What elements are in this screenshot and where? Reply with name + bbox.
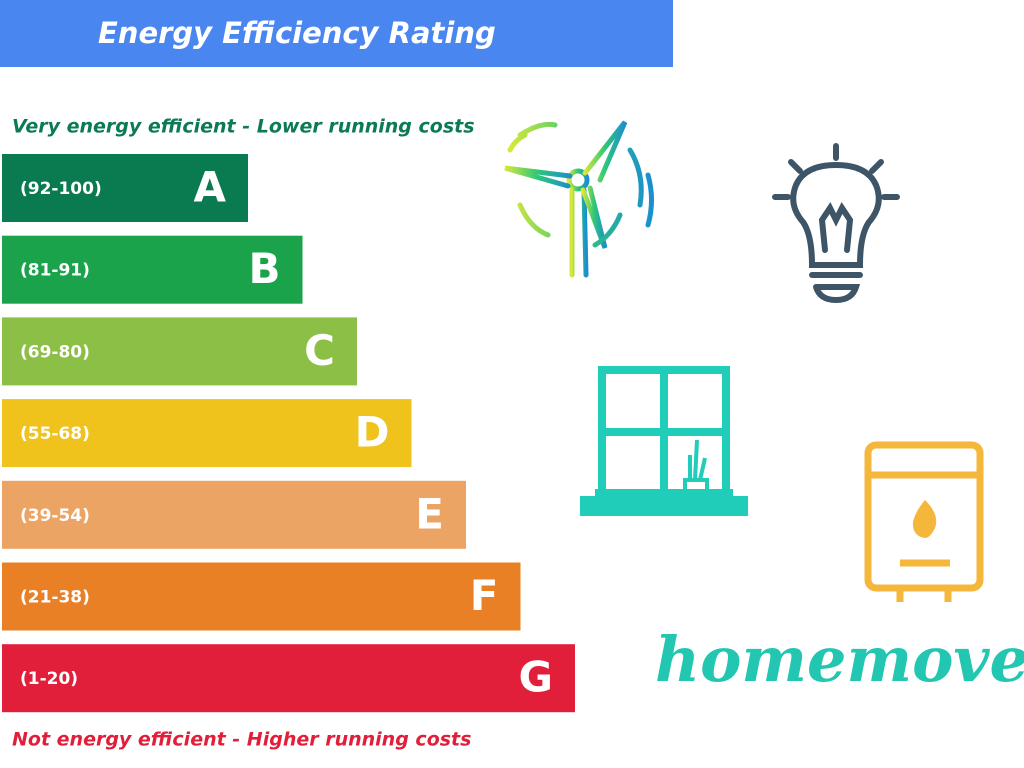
- band-letter: C: [304, 326, 335, 375]
- band-letter: F: [470, 571, 499, 620]
- band-letter: E: [415, 489, 444, 538]
- band-bar: [2, 399, 412, 468]
- band-letter: D: [355, 408, 390, 457]
- band-letter: G: [519, 653, 553, 702]
- top-note: Very energy efficient - Lower running co…: [12, 116, 475, 138]
- band-range: (92-100): [20, 179, 102, 199]
- title: Energy Efficiency Rating: [98, 16, 496, 50]
- band-range: (39-54): [20, 506, 90, 526]
- band-range: (69-80): [20, 342, 90, 362]
- band-bar: [2, 562, 521, 631]
- band-letter: B: [248, 244, 280, 293]
- band-range: (55-68): [20, 424, 90, 444]
- logo: homemove: [655, 623, 1024, 696]
- band-bar: [2, 317, 357, 386]
- window-icon: [580, 366, 748, 516]
- band-range: (81-91): [20, 261, 90, 281]
- title-bar: [0, 0, 673, 67]
- band-range: (1-20): [20, 669, 78, 689]
- bottom-note: Not energy efficient - Higher running co…: [12, 729, 471, 751]
- boiler-icon: [864, 441, 984, 602]
- light-bulb-icon: [772, 143, 900, 304]
- bands: (92-100) A (81-91) B (69-80) C (55-68) D (39-54)…: [2, 154, 575, 713]
- band-bar: [2, 644, 575, 713]
- band-bar: [2, 154, 248, 222]
- wind-turbine-icon: [504, 120, 654, 278]
- band-letter: A: [193, 163, 226, 212]
- band-bar: [2, 480, 466, 549]
- band-bar: [2, 235, 303, 304]
- band-range: (21-38): [20, 588, 90, 608]
